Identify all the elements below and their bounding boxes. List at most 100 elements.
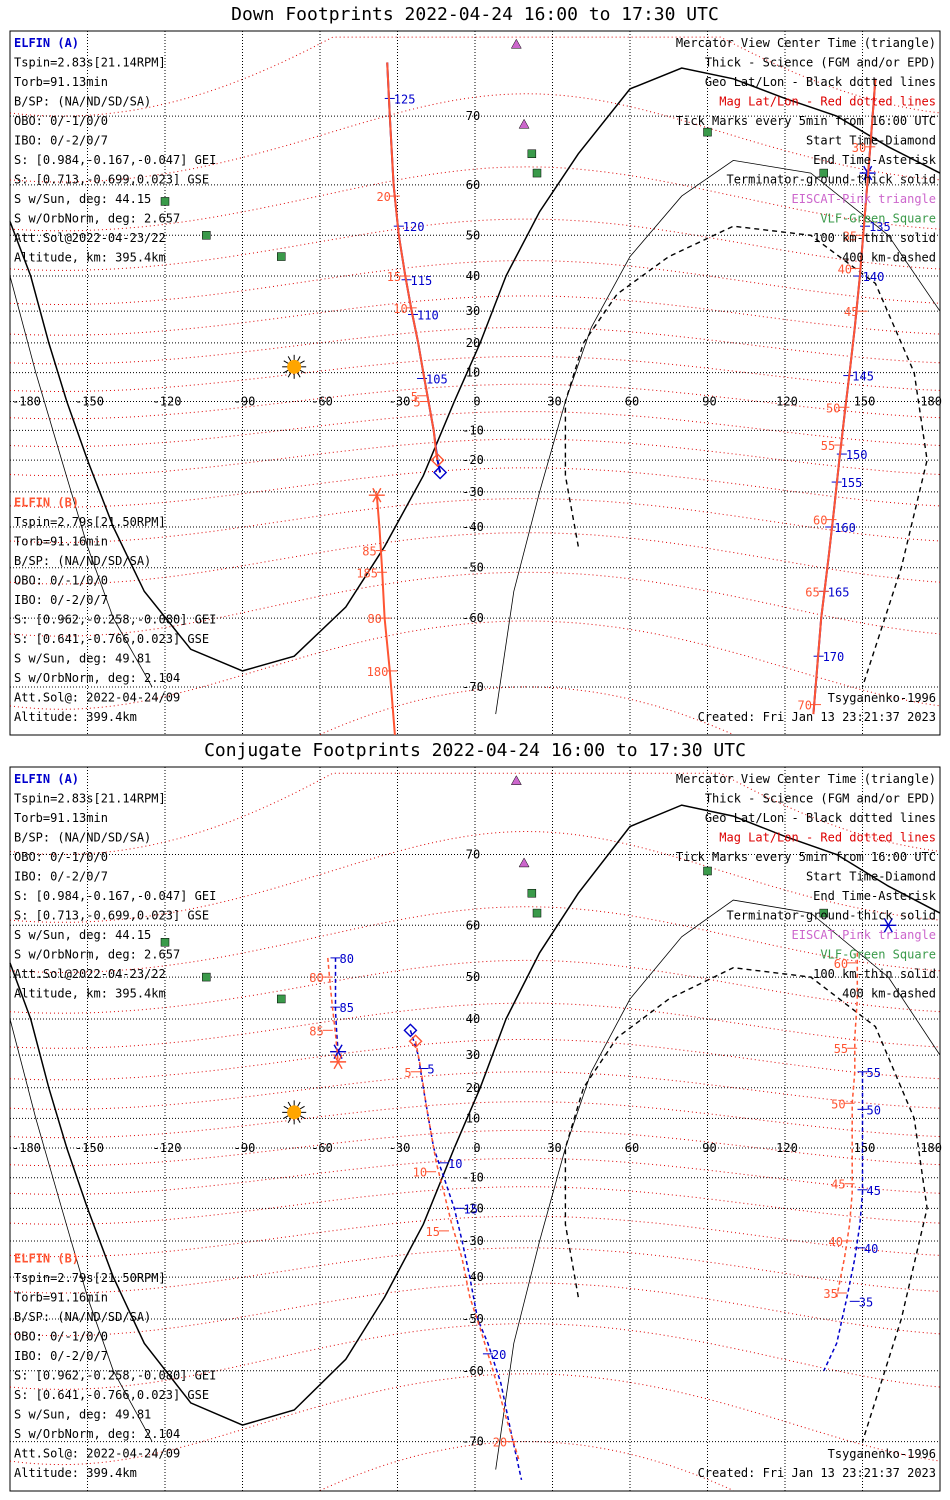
track-tick-label: 165 [828, 585, 850, 599]
track-tick-label: 185 [356, 566, 378, 580]
info-line: Torb=91.13min [14, 75, 108, 89]
track-tick-label: 20 [493, 1436, 507, 1450]
track-tick-label: 55 [834, 1042, 848, 1056]
legend-line: Thick - Science (FGM and/or EPD) [705, 792, 936, 806]
terminator-ground-line [9, 804, 941, 1426]
elfin-track [327, 957, 339, 1062]
info-line: Torb=91.13min [14, 811, 108, 825]
down-footprints-map: -180 -150 -120 -90 -60 -30 0 30 60 90 120 150 180 70 6… [9, 30, 942, 736]
x-tick-label: 0 [473, 1141, 480, 1155]
elfin-track [375, 495, 396, 736]
track-tick-label: 110 [417, 308, 439, 322]
track-tick-label: 40 [838, 262, 852, 276]
info-line: ELFIN (A) [14, 772, 79, 786]
x-tick-label: 0 [473, 395, 480, 409]
legend-line: Tick Marks every 5min from 16:00 UTC [676, 114, 936, 128]
legend-line: Terminator-ground-thick solid [726, 909, 936, 923]
info-line: Torb=91.16min [14, 1291, 108, 1305]
info-line: OBO: 0/-1/0/0 [14, 574, 108, 588]
y-tick-label: -50 [462, 1312, 484, 1326]
x-tick-label: 60 [625, 395, 639, 409]
info-line: Att.Sol@2022-04-23/22 [14, 967, 166, 981]
track-tick-label: 180 [367, 665, 389, 679]
created-label: Created: Fri Jan 13 23:21:37 2023 [698, 710, 936, 724]
y-tick-label: 30 [466, 304, 480, 318]
legend-line: EISCAT-Pink triangle [792, 192, 937, 206]
map-legend: Mercator View Center Time (triangle) Thic… [676, 36, 937, 265]
vlf-site-marker [819, 908, 828, 918]
sun-icon [287, 1105, 302, 1120]
y-tick-label: -70 [462, 1435, 484, 1449]
legend-line: VLF-Green Square [820, 948, 936, 962]
eiscat-site-marker [518, 118, 530, 129]
track-tick-label: 50 [826, 401, 840, 415]
info-line: S w/Sun, deg: 49.81 [14, 1408, 151, 1422]
y-tick-label: -40 [462, 520, 484, 534]
x-tick-label: -90 [234, 395, 256, 409]
legend-line: VLF-Green Square [820, 212, 936, 226]
info-line: S w/Sun, deg: 44.15 [14, 192, 151, 206]
y-tick-label: 40 [466, 1012, 480, 1026]
info-line: IBO: 0/-2/0/7 [14, 134, 108, 148]
vlf-site-marker [527, 888, 537, 898]
track-tick-label: 5 [427, 1063, 434, 1077]
info-line: Tspin=2.83s[21.14RPM] [14, 792, 166, 806]
info-line: S: [0.713,-0.699,0.023] GSE [14, 173, 209, 187]
track-tick-label: 50 [867, 1103, 881, 1117]
track-tick-label: 45 [844, 305, 858, 319]
track-tick-label: 50 [831, 1097, 845, 1111]
x-tick-label: 150 [854, 395, 876, 409]
info-line: S: [0.984,-0.167,-0.047] GEI [14, 889, 216, 903]
info-line: Att.Sol@2022-04-23/22 [14, 231, 166, 245]
start-diamond-marker [433, 465, 448, 480]
y-tick-label: -20 [462, 453, 484, 467]
track-tick-label: 10 [413, 1166, 427, 1180]
terminator-100km-line [495, 159, 941, 715]
track-tick-label: 20 [492, 1348, 506, 1362]
elfin-track [414, 1041, 520, 1460]
legend-line: 100 km-thin solid [813, 967, 936, 981]
y-tick-label: 70 [466, 109, 480, 123]
info-line: IBO: 0/-2/0/7 [14, 1349, 108, 1363]
legend-line: End Time-Asterisk [813, 889, 937, 903]
info-line: IBO: 0/-2/0/7 [14, 593, 108, 607]
info-line: B/SP: (NA/ND/SD/SA) [14, 95, 151, 109]
x-tick-label: 180 [920, 1141, 942, 1155]
track-tick-label: 70 [798, 699, 812, 713]
down-footprints-title: Down Footprints 2022-04-24 16:00 to 17:3… [231, 4, 719, 25]
x-tick-label: -150 [75, 1141, 104, 1155]
info-line: S: [0.984,-0.167,-0.047] GEI [14, 153, 216, 167]
info-line: S w/OrbNorm, deg: 2.657 [14, 212, 180, 226]
eiscat-site-marker [518, 857, 530, 868]
info-line: Tspin=2.83s[21.14RPM] [14, 56, 166, 70]
y-tick-label: 70 [466, 848, 480, 862]
info-line: Att.Sol@: 2022-04-24/09 [14, 691, 180, 705]
mag-lat-line [9, 36, 941, 117]
track-tick-label: 125 [394, 92, 416, 106]
vlf-site-marker [703, 866, 712, 876]
legend-line: End Time-Asterisk [813, 153, 937, 167]
terminator-ground-line [9, 67, 941, 672]
track-tick-label: 15 [426, 1225, 440, 1239]
x-tick-label: 120 [776, 395, 798, 409]
info-line: S w/Sun, deg: 49.81 [14, 652, 151, 666]
elfin-b-info: ELFIN (B) Tspin=2.79s[21.50RPM] Torb=91.16… [14, 496, 216, 725]
info-line: ELFIN (B) [14, 496, 79, 510]
track-tick-label: 10 [393, 302, 407, 316]
legend-line: Terminator-ground-thick solid [726, 173, 936, 187]
model-label: Tsyganenko-1996 [828, 1447, 936, 1461]
info-line: Altitude, km: 395.4km [14, 987, 166, 1001]
y-tick-label: 60 [466, 178, 480, 192]
created-label: Created: Fri Jan 13 23:21:37 2023 [698, 1466, 936, 1480]
info-line: Torb=91.16min [14, 535, 108, 549]
track-tick-label: 10 [448, 1157, 462, 1171]
legend-line: Start Time-Diamond [806, 134, 936, 148]
end-asterisk-marker [330, 1054, 347, 1070]
start-diamond-marker [403, 1023, 418, 1038]
y-tick-label: -70 [462, 680, 484, 694]
info-line: Altitude: 399.4km [14, 710, 137, 724]
asterisk-stroke [372, 487, 382, 503]
track-tick-label: 105 [426, 372, 448, 386]
track-tick-label: 140 [863, 270, 885, 284]
terminator-100km-line [495, 899, 941, 1470]
